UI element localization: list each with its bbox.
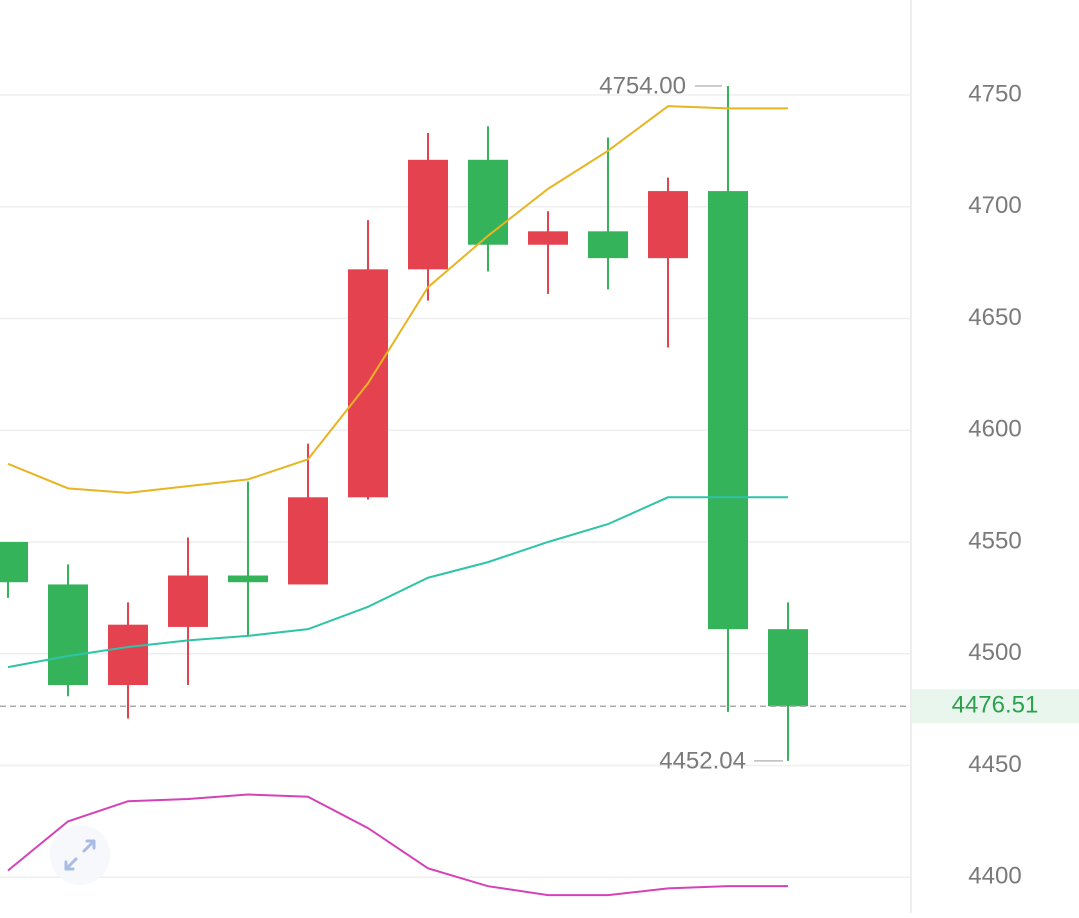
candle-body <box>708 191 748 630</box>
candle-body <box>48 584 88 686</box>
y-tick-label: 4500 <box>968 639 1021 666</box>
indicator-line <box>7 105 788 494</box>
indicator-line <box>7 793 788 897</box>
y-tick-label: 4750 <box>968 80 1021 107</box>
candle-body <box>228 575 268 583</box>
y-tick-label: 4650 <box>968 304 1021 331</box>
candle-body <box>108 624 148 686</box>
zoom-button[interactable] <box>50 825 110 885</box>
indicator-line <box>7 496 788 669</box>
candle-body <box>528 231 568 245</box>
candle-body <box>588 231 628 259</box>
last-price-label: 4476.51 <box>952 692 1039 719</box>
candle-body <box>468 159 508 245</box>
candle-body <box>768 629 808 707</box>
y-tick-label: 4600 <box>968 416 1021 443</box>
y-tick-label: 4700 <box>968 192 1021 219</box>
candle-body <box>288 497 328 585</box>
min-label: 4452.04 <box>659 747 746 774</box>
y-tick-label: 4450 <box>968 751 1021 778</box>
candle-body <box>648 191 688 259</box>
max-label: 4754.00 <box>599 72 686 99</box>
y-tick-label: 4400 <box>968 863 1021 890</box>
zoom-button-bg <box>50 825 110 885</box>
y-tick-label: 4550 <box>968 527 1021 554</box>
candle-body <box>408 159 448 270</box>
candle-body <box>0 541 28 583</box>
zoom-icon <box>64 839 96 871</box>
last-price-box <box>912 689 1079 724</box>
candle-body <box>168 575 208 627</box>
